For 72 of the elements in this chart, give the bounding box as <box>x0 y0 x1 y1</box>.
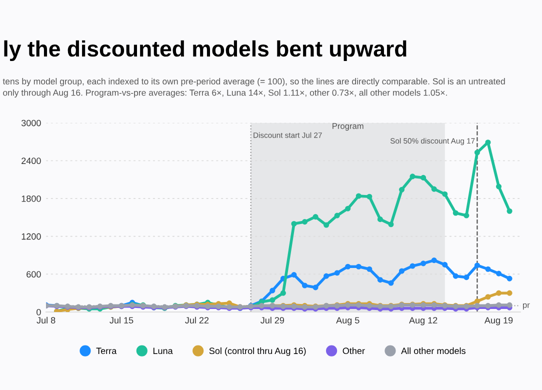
legend-label: Terra <box>96 348 117 354</box>
point <box>442 191 448 197</box>
point <box>366 194 372 200</box>
point <box>452 273 458 279</box>
point <box>324 273 330 279</box>
y-tick-label: 600 <box>26 271 41 278</box>
point <box>464 212 470 218</box>
legend-label: Other <box>342 347 365 354</box>
point <box>485 294 491 300</box>
point <box>506 302 512 308</box>
point <box>334 270 340 276</box>
point <box>334 212 340 218</box>
x-tick-label: Jul 29 <box>260 316 284 324</box>
legend-label: Sol (control thru Aug 16) <box>209 347 306 356</box>
point <box>345 206 351 212</box>
point <box>442 262 448 268</box>
chart-subtitle: tens by model group, each indexed to its own pre-period average (= 100), so the lines are directly comparable. Sol is an untreated only through Aug 16. Program-vs-pre averages: Terra 6×, Luna 14×, Sol 1.11×, other 0.73×, all other models 1.05×. <box>2 78 505 98</box>
point <box>410 174 416 180</box>
point <box>496 270 502 276</box>
y-tick-label: 3000 <box>21 120 41 126</box>
x-tick-label: Aug 5 <box>336 317 360 326</box>
point <box>366 266 372 272</box>
ref-line-label: pr <box>523 303 530 310</box>
point <box>506 276 512 282</box>
point <box>464 274 470 280</box>
chart-title: ly the discounted models bent upward <box>4 40 406 62</box>
point <box>345 264 351 270</box>
point <box>496 184 502 190</box>
y-tick-label: 2400 <box>22 158 41 164</box>
point <box>474 150 480 156</box>
x-tick-label: Jul 15 <box>110 316 134 324</box>
point <box>312 214 318 220</box>
point <box>270 288 276 294</box>
point <box>388 280 394 286</box>
point <box>474 262 480 268</box>
point <box>398 268 405 274</box>
point <box>377 216 383 222</box>
x-tick-label: Aug 19 <box>484 317 513 326</box>
x-tick-label: Aug 12 <box>409 317 438 326</box>
point <box>452 210 458 216</box>
point <box>485 266 491 272</box>
y-tick-label: 0 <box>36 308 41 316</box>
x-tick-label: Jul 22 <box>185 316 209 324</box>
band-label: Program <box>332 123 364 131</box>
point <box>398 186 405 192</box>
point <box>356 264 362 270</box>
y-tick-label: 1800 <box>22 195 41 202</box>
point <box>420 260 426 266</box>
point <box>291 220 297 227</box>
point <box>356 193 362 199</box>
point <box>312 284 318 290</box>
x-tick-label: Jul 8 <box>36 316 56 324</box>
point <box>270 297 276 303</box>
point <box>302 282 308 288</box>
point <box>377 277 383 283</box>
point <box>506 208 512 214</box>
y-tick-label: 1200 <box>22 233 41 240</box>
point <box>431 186 437 192</box>
legend-label: All other models <box>401 347 466 354</box>
point <box>291 272 297 278</box>
point <box>485 140 491 146</box>
point <box>431 258 437 264</box>
point <box>410 263 416 269</box>
point <box>496 302 502 308</box>
legend-label: Luna <box>153 348 173 354</box>
point <box>388 222 394 228</box>
point <box>420 174 426 180</box>
point <box>280 290 286 296</box>
point <box>496 290 502 296</box>
point <box>324 222 330 228</box>
point <box>506 290 512 296</box>
point <box>302 219 308 225</box>
